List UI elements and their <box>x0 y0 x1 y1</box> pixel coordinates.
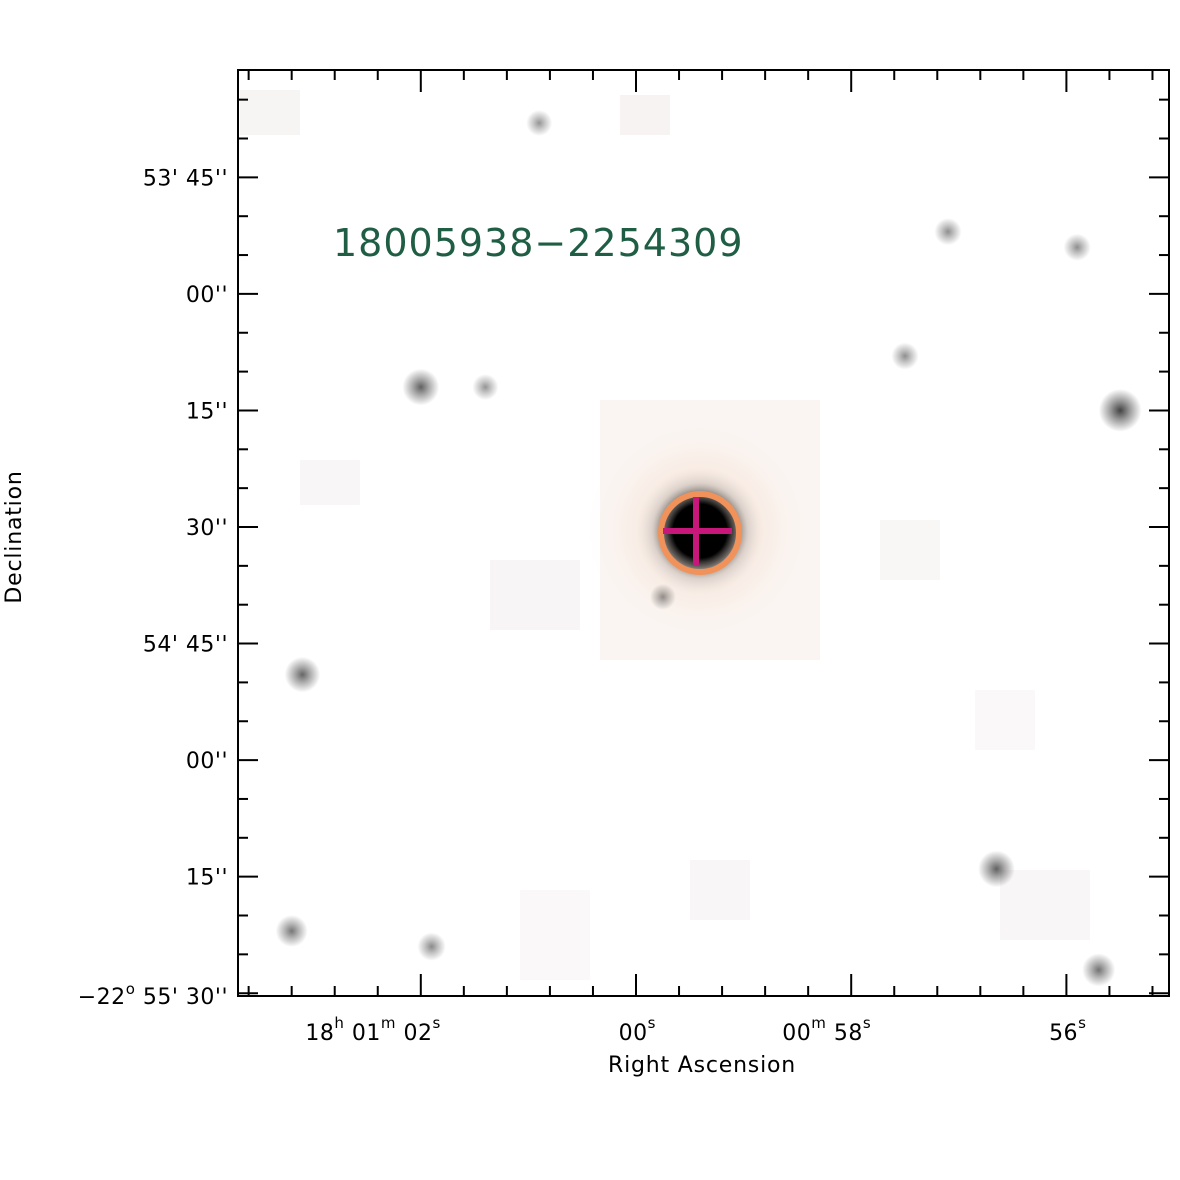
field-star <box>934 218 962 246</box>
field-star <box>1082 953 1116 987</box>
field-star <box>284 656 321 693</box>
field-star <box>891 342 919 370</box>
field-star <box>526 110 553 136</box>
field-star <box>402 368 440 406</box>
y-tick-label: 30'' <box>186 516 228 541</box>
field-star <box>860 9 886 35</box>
y-tick-label: 15'' <box>186 866 228 891</box>
y-axis-title: Declination <box>2 470 27 603</box>
object-label: 18005938−2254309 <box>333 221 744 265</box>
x-tick-label: 00m 58s <box>782 1014 871 1046</box>
y-tick-label: −22o 55' 30'' <box>78 980 228 1010</box>
x-tick-label: 56s <box>1049 1014 1086 1046</box>
x-tick-labels: 18h 01m 02s 00s 00m 58s 56s <box>305 1014 1086 1046</box>
y-tick-label: 15'' <box>186 399 228 424</box>
field-star <box>275 915 308 947</box>
y-tick-label: 00'' <box>186 749 228 774</box>
target-circle-marker <box>658 491 742 575</box>
field-star <box>649 583 676 610</box>
x-tick-label: 00s <box>619 1014 656 1046</box>
axis-ticks <box>238 70 1169 996</box>
target-source <box>636 467 764 595</box>
y-tick-label: 54' 45'' <box>143 633 228 658</box>
plot-frame <box>237 69 1170 997</box>
x-axis-title: Right Ascension <box>608 1053 796 1078</box>
y-tick-labels: 53' 45'' 00'' 15'' 30'' 54' 45'' 00'' 15'' −22o… <box>78 166 228 1010</box>
y-tick-label: 00'' <box>186 283 228 308</box>
field-star <box>417 932 446 961</box>
field-star <box>1098 389 1142 432</box>
field-star <box>978 850 1015 888</box>
y-tick-label: 53' 45'' <box>143 166 228 191</box>
field-star <box>472 374 499 401</box>
field-star <box>1063 233 1091 261</box>
x-tick-label: 18h 01m 02s <box>305 1014 440 1046</box>
